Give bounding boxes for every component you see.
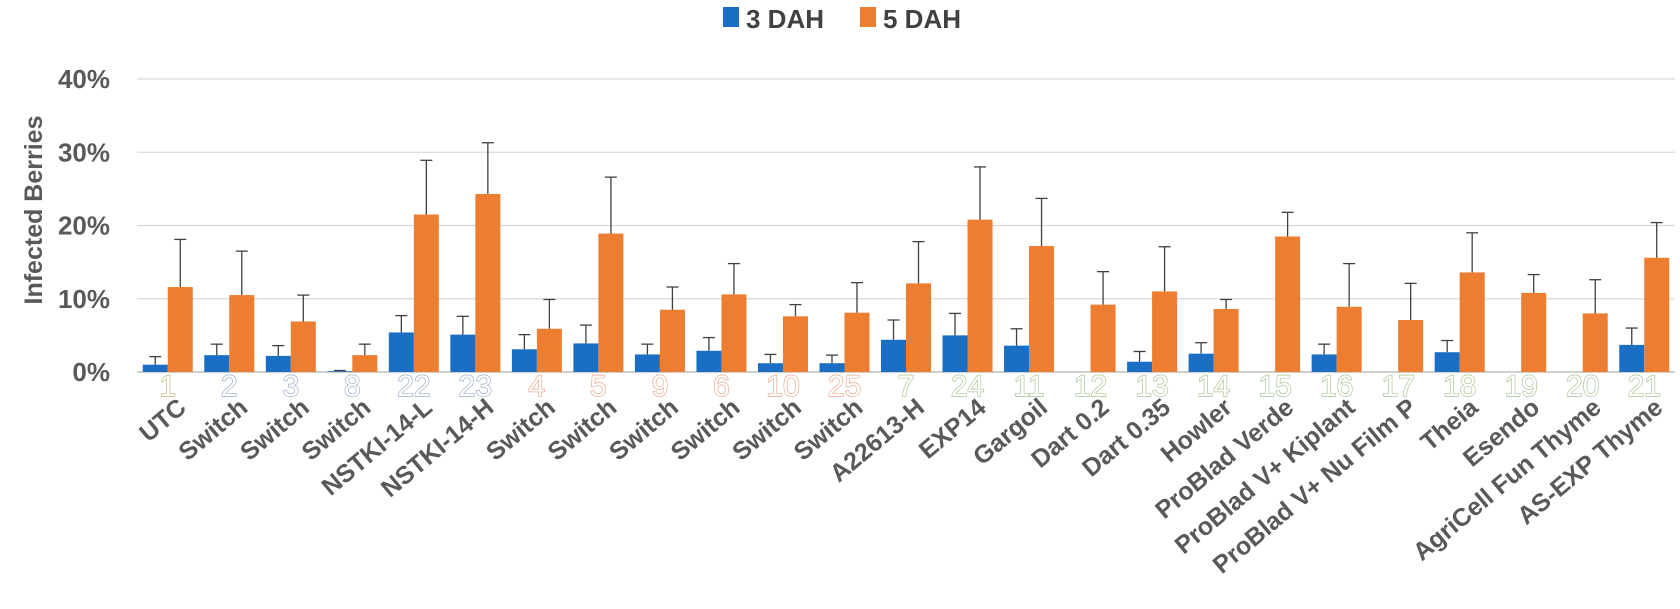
y-axis-ticks: 0% 10% 20% 30% 40%: [58, 64, 110, 387]
bar-5dah: [536, 328, 562, 372]
bar-3dah: [573, 343, 599, 372]
legend-label-5dah: 5 DAH: [883, 4, 961, 34]
bar-3dah: [1434, 352, 1460, 372]
bar-3dah: [388, 332, 414, 372]
treatment-number: 12: [1074, 370, 1107, 403]
treatment-number: 6: [713, 370, 730, 403]
y-tick-label: 40%: [58, 64, 110, 94]
bar-3dah: [1311, 354, 1337, 372]
bar-5dah: [1644, 257, 1670, 372]
bar-5dah: [229, 295, 255, 372]
legend-swatch-5dah: [860, 7, 876, 27]
x-category-label: Switch: [727, 393, 807, 466]
x-category-label: Switch: [235, 393, 315, 466]
treatment-number: 2: [221, 370, 238, 403]
bar-5dah: [290, 321, 316, 372]
treatment-number: 13: [1135, 370, 1168, 403]
legend: 3 DAH 5 DAH: [723, 4, 961, 34]
bar-3dah: [450, 334, 476, 372]
legend-swatch-3dah: [723, 7, 739, 27]
bar-5dah: [1090, 304, 1116, 372]
x-axis-category-labels: UTCSwitchSwitchSwitchNSTKI-14-LNSTKI-14-…: [134, 392, 1668, 579]
bar-3dah: [819, 363, 845, 372]
bar-5dah: [1336, 306, 1362, 372]
legend-label-3dah: 3 DAH: [746, 4, 824, 34]
treatment-number: 5: [590, 370, 607, 403]
bar-3dah: [1619, 344, 1645, 372]
bar-5dah: [1213, 309, 1239, 372]
bar-3dah: [265, 355, 291, 372]
treatment-number: 1: [159, 370, 176, 403]
treatment-number: 17: [1381, 370, 1414, 403]
y-axis-title: Infected Berries: [20, 116, 48, 305]
bar-3dah: [1188, 353, 1214, 372]
x-category-label: Switch: [666, 393, 746, 466]
bar-5dah: [1029, 246, 1055, 372]
y-tick-label: 30%: [58, 137, 110, 167]
treatment-number: 8: [344, 370, 361, 403]
bar-3dah: [696, 350, 722, 372]
treatment-number: 9: [652, 370, 669, 403]
bar-3dah: [142, 364, 168, 372]
y-tick-label: 10%: [58, 284, 110, 314]
treatment-number: 23: [459, 370, 492, 403]
bar-5dah: [1398, 319, 1424, 372]
treatment-number: 19: [1505, 370, 1538, 403]
bar-3dah: [511, 349, 537, 372]
error-bars: [149, 142, 1663, 372]
bar-3dah: [881, 339, 906, 372]
treatment-number: 20: [1566, 370, 1599, 403]
treatment-number: 16: [1320, 370, 1353, 403]
bar-5dah: [967, 219, 993, 372]
bar-5dah: [844, 312, 870, 372]
bar-5dah: [475, 194, 501, 372]
bar-5dah: [1521, 292, 1547, 372]
x-category-label: Switch: [604, 393, 684, 466]
bar-5dah: [352, 355, 378, 372]
bar-5dah: [906, 283, 931, 372]
bar-5dah: [782, 316, 808, 372]
x-category-label: Switch: [543, 393, 623, 466]
bar-3dah: [327, 371, 353, 372]
bar-5dah: [1275, 236, 1301, 372]
treatment-numbers: 1 2 3 8 22 23 4 5 9 6 10 25 7 24 11 12 13 14 15 16 17 18 19 20 2…: [159, 369, 1662, 403]
bar-5dah: [598, 233, 624, 372]
treatment-number: 22: [397, 370, 430, 403]
x-category-label: Switch: [481, 393, 561, 466]
treatment-number: 10: [766, 370, 799, 403]
y-tick-label: 20%: [58, 211, 110, 241]
treatment-number: 4: [529, 370, 546, 403]
bar-5dah: [1152, 291, 1178, 372]
bar-5dah: [167, 287, 193, 372]
bar-3dah: [942, 335, 968, 372]
treatment-number: 25: [828, 370, 861, 403]
bar-3dah: [757, 363, 783, 372]
x-category-label: Switch: [173, 393, 253, 466]
bar-5dah: [659, 309, 685, 372]
treatment-number: 14: [1197, 370, 1230, 403]
bar-3dah: [1004, 345, 1030, 372]
bar-3dah: [1127, 361, 1153, 372]
treatment-number: 11: [1013, 370, 1044, 403]
y-tick-label: 0%: [72, 357, 110, 387]
bars: [142, 194, 1670, 372]
treatment-number: 24: [951, 370, 984, 403]
bar-5dah: [1582, 313, 1608, 372]
treatment-number: 3: [282, 370, 299, 403]
bar-3dah: [634, 354, 660, 372]
bar-3dah: [204, 355, 230, 372]
treatment-number: 21: [1628, 370, 1661, 403]
treatment-number: 18: [1443, 370, 1476, 403]
treatment-number: 15: [1258, 370, 1291, 403]
bar-5dah: [721, 294, 747, 372]
treatment-number: 7: [898, 370, 915, 403]
bar-5dah: [413, 214, 439, 372]
bar-5dah: [1459, 272, 1485, 372]
